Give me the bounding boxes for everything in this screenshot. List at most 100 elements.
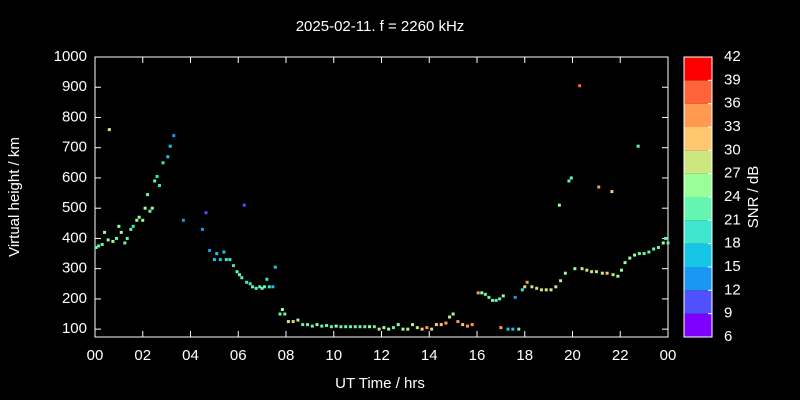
point xyxy=(344,325,348,329)
point xyxy=(208,249,212,253)
y-tick-label: 100 xyxy=(62,320,87,337)
point xyxy=(511,327,515,331)
point xyxy=(569,176,573,180)
point xyxy=(642,252,646,256)
point xyxy=(597,185,601,189)
x-tick-label: 02 xyxy=(134,347,151,364)
point xyxy=(637,252,641,256)
point xyxy=(204,211,208,215)
point xyxy=(619,268,623,272)
colorbar-tick-label: 9 xyxy=(724,305,732,322)
point xyxy=(652,247,656,251)
point xyxy=(117,224,121,228)
point xyxy=(498,297,502,301)
point xyxy=(377,327,381,331)
point xyxy=(491,298,495,302)
point xyxy=(305,323,309,327)
x-tick-label: 12 xyxy=(373,347,390,364)
point xyxy=(523,285,527,289)
colorbar-band xyxy=(684,80,712,104)
point xyxy=(656,245,660,249)
y-axis-label: Virtual height / km xyxy=(6,137,23,257)
x-tick-label: 18 xyxy=(516,347,533,364)
y-tick-label: 200 xyxy=(62,290,87,307)
colorbar-band xyxy=(684,267,712,291)
x-tick-label: 00 xyxy=(660,347,677,364)
point xyxy=(567,179,571,183)
colorbar-tick-label: 39 xyxy=(724,71,741,88)
point xyxy=(146,193,150,197)
point xyxy=(557,203,561,207)
point xyxy=(605,271,609,275)
point xyxy=(554,285,558,289)
point xyxy=(135,218,139,222)
point xyxy=(456,320,460,324)
point xyxy=(248,282,252,286)
point xyxy=(444,321,448,325)
point xyxy=(212,258,216,262)
point xyxy=(172,134,176,138)
point xyxy=(535,286,539,290)
point xyxy=(368,325,372,329)
point xyxy=(215,252,219,256)
point xyxy=(585,268,589,272)
point xyxy=(166,155,170,159)
point xyxy=(517,327,521,331)
point xyxy=(242,203,246,207)
point xyxy=(141,218,145,222)
point xyxy=(539,288,543,292)
point xyxy=(633,253,637,257)
point xyxy=(155,174,159,178)
point xyxy=(315,323,319,327)
point xyxy=(265,277,269,281)
colorbar-band xyxy=(684,290,712,314)
point xyxy=(123,241,127,245)
colorbar-tick-label: 42 xyxy=(724,48,741,65)
colorbar-tick-label: 24 xyxy=(724,188,741,205)
point xyxy=(111,239,115,243)
point xyxy=(237,273,241,277)
colorbar-tick-label: 12 xyxy=(724,281,741,298)
point xyxy=(258,285,262,289)
x-tick-label: 06 xyxy=(230,347,247,364)
point xyxy=(616,274,620,278)
x-tick-label: 00 xyxy=(87,347,104,364)
colorbar-band xyxy=(684,57,712,81)
point xyxy=(451,312,455,316)
point xyxy=(358,325,362,329)
point xyxy=(231,264,235,268)
point xyxy=(263,285,267,289)
colorbar-tick-label: 36 xyxy=(724,95,741,112)
point xyxy=(525,280,529,284)
chart-title: 2025-02-11. f = 2260 kHz xyxy=(296,18,465,35)
x-axis-label: UT Time / hrs xyxy=(335,375,425,392)
point xyxy=(97,244,101,248)
point xyxy=(240,276,244,280)
colorbar-label: SNR / dB xyxy=(745,166,762,229)
point xyxy=(430,327,434,331)
point xyxy=(439,323,443,327)
y-tick-label: 1000 xyxy=(54,48,87,65)
point xyxy=(278,312,282,316)
point xyxy=(487,295,491,299)
point xyxy=(480,291,484,295)
colorbar-tick-label: 27 xyxy=(724,165,741,182)
point xyxy=(235,270,239,274)
x-tick-label: 08 xyxy=(278,347,295,364)
point xyxy=(520,288,524,292)
point xyxy=(245,280,249,284)
colorbar-tick-label: 21 xyxy=(724,211,741,228)
point xyxy=(114,236,118,240)
x-tick-label: 04 xyxy=(182,347,199,364)
colorbar-band xyxy=(684,197,712,221)
point xyxy=(296,318,300,322)
point xyxy=(590,270,594,274)
point xyxy=(200,227,204,231)
point xyxy=(594,270,598,274)
point xyxy=(465,324,469,328)
point xyxy=(137,215,141,219)
x-tick-label: 22 xyxy=(612,347,629,364)
point xyxy=(286,320,290,324)
point xyxy=(396,323,400,327)
